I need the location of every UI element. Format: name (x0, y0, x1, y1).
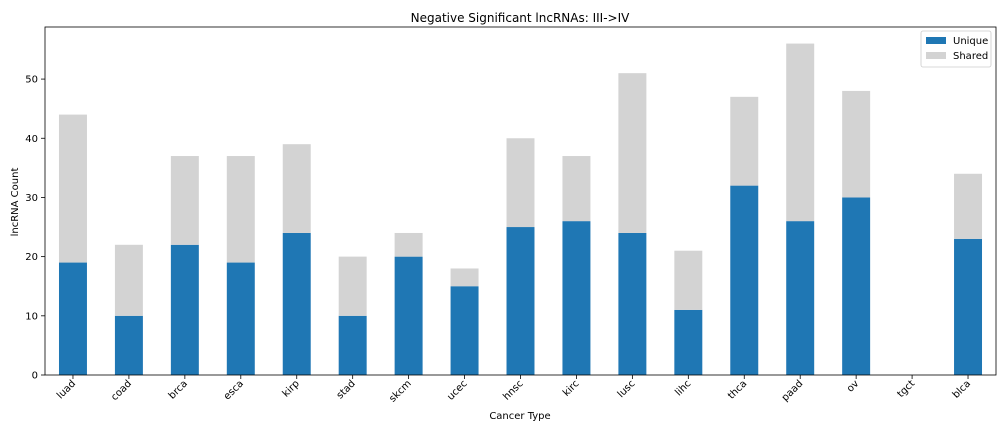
y-tick-label-10: 10 (25, 311, 38, 322)
bar-shared-blca (954, 173, 983, 239)
bar-unique-lihc (674, 309, 703, 375)
bar-unique-hnsc (506, 227, 535, 375)
bar-unique-kirp (282, 232, 311, 375)
x-tick-label-kirc: kirc (561, 378, 581, 398)
x-axis: luad coad brca esca kirp stad skcm ucec hnsc kirc… (55, 375, 973, 405)
bar-unique-thca (730, 185, 759, 375)
bar-shared-stad (338, 256, 367, 316)
y-axis-label: lncRNA Count (10, 168, 21, 237)
chart-title: Negative Significant lncRNAs: III->IV (411, 11, 631, 25)
bar-unique-stad (338, 315, 367, 375)
bar-unique-ov (842, 197, 871, 375)
bar-unique-blca (954, 238, 983, 375)
x-tick-label-coad: coad (109, 378, 134, 403)
x-tick-label-stad: stad (335, 378, 358, 401)
x-tick-label-luad: luad (55, 378, 78, 401)
bar-unique-brca (170, 244, 199, 375)
x-tick-label-ov: ov (845, 378, 861, 394)
y-tick-label-0: 0 (32, 371, 38, 382)
x-tick-label-brca: brca (167, 378, 190, 401)
bar-unique-luad (58, 262, 87, 375)
legend: Unique Shared (920, 30, 992, 68)
y-tick-label-20: 20 (25, 252, 38, 263)
bar-unique-ucec (450, 286, 479, 375)
bar-shared-lusc (618, 73, 647, 233)
bar-unique-skcm (394, 256, 423, 375)
y-axis: 0 10 20 30 40 50 (25, 75, 45, 382)
x-tick-label-hnsc: hnsc (501, 378, 525, 402)
x-tick-label-ucec: ucec (445, 378, 469, 402)
bar-shared-paad (786, 43, 815, 222)
x-tick-label-esca: esca (222, 378, 246, 402)
x-axis-label: Cancer Type (489, 411, 550, 422)
legend-swatch-shared (926, 52, 946, 59)
bar-unique-coad (114, 315, 143, 375)
x-tick-label-blca: blca (951, 378, 973, 400)
bar-shared-skcm (394, 232, 423, 257)
x-tick-label-paad: paad (780, 378, 805, 403)
y-tick-label-50: 50 (25, 75, 38, 86)
x-tick-label-thca: thca (726, 378, 749, 401)
bar-unique-kirc (562, 221, 591, 375)
bar-shared-coad (114, 244, 143, 316)
plot-frame (44, 26, 997, 376)
y-tick-label-40: 40 (25, 134, 38, 145)
bar-shared-kirp (282, 144, 311, 233)
legend-label-unique: Unique (953, 36, 988, 47)
bars-group (58, 43, 983, 375)
x-tick-label-tgct: tgct (896, 378, 918, 400)
legend-swatch-unique (926, 37, 946, 44)
bar-shared-ov (842, 90, 871, 198)
bar-shared-lihc (674, 250, 703, 310)
bar-unique-paad (786, 221, 815, 375)
x-tick-label-lusc: lusc (616, 378, 638, 400)
bar-shared-hnsc (506, 138, 535, 228)
y-tick-label-30: 30 (25, 193, 38, 204)
bar-shared-esca (226, 156, 255, 263)
x-tick-label-lihc: lihc (673, 378, 693, 398)
bar-shared-thca (730, 96, 759, 186)
x-tick-label-skcm: skcm (387, 378, 413, 404)
legend-label-shared: Shared (953, 51, 988, 62)
bar-unique-lusc (618, 232, 647, 375)
bar-shared-luad (58, 114, 87, 263)
bar-shared-kirc (562, 156, 591, 222)
bar-shared-brca (170, 156, 199, 245)
bar-shared-ucec (450, 268, 479, 287)
x-tick-label-kirp: kirp (281, 378, 302, 399)
bar-unique-esca (226, 262, 255, 375)
